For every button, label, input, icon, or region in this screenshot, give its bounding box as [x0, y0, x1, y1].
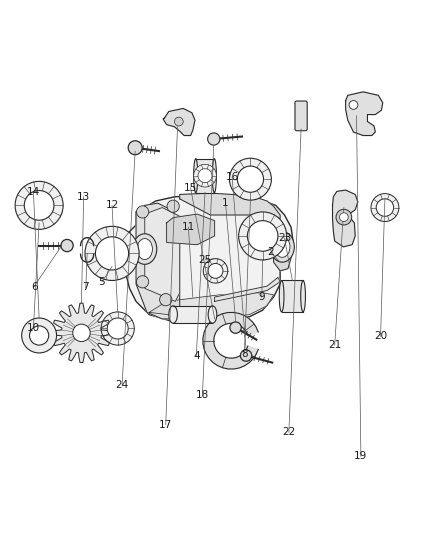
Polygon shape [166, 214, 215, 245]
Text: 6: 6 [32, 282, 38, 293]
Text: 11: 11 [182, 222, 195, 232]
Circle shape [198, 169, 212, 183]
Polygon shape [149, 293, 274, 320]
Polygon shape [163, 108, 195, 135]
Circle shape [29, 326, 49, 345]
Circle shape [194, 164, 216, 187]
Text: 10: 10 [27, 322, 40, 333]
Text: 19: 19 [354, 451, 367, 462]
Text: 15: 15 [184, 183, 197, 193]
Circle shape [73, 324, 90, 342]
Ellipse shape [169, 306, 177, 323]
Circle shape [159, 294, 172, 306]
Polygon shape [332, 190, 358, 247]
Text: 25: 25 [198, 255, 212, 265]
Polygon shape [215, 277, 280, 302]
Ellipse shape [133, 234, 157, 264]
Text: 22: 22 [282, 427, 296, 438]
Circle shape [208, 263, 223, 278]
Circle shape [247, 221, 278, 251]
Circle shape [137, 276, 149, 288]
Circle shape [230, 322, 241, 333]
Circle shape [349, 101, 358, 109]
Circle shape [208, 133, 220, 145]
Text: 23: 23 [278, 233, 291, 243]
Bar [173, 306, 212, 323]
Text: 14: 14 [27, 187, 40, 197]
Ellipse shape [194, 159, 198, 193]
Circle shape [101, 312, 134, 345]
Circle shape [174, 117, 183, 126]
Text: 7: 7 [82, 282, 89, 293]
Circle shape [230, 158, 272, 200]
Circle shape [167, 200, 179, 212]
Ellipse shape [279, 280, 284, 312]
Polygon shape [125, 197, 293, 321]
Circle shape [237, 166, 264, 192]
Circle shape [371, 193, 399, 222]
Circle shape [107, 318, 128, 339]
Text: 2: 2 [267, 247, 274, 257]
Text: 17: 17 [159, 419, 173, 430]
Polygon shape [346, 92, 383, 135]
Text: 12: 12 [106, 200, 119, 211]
Circle shape [336, 209, 352, 225]
Polygon shape [274, 215, 291, 271]
Polygon shape [145, 207, 180, 302]
Polygon shape [136, 203, 180, 319]
Circle shape [61, 239, 73, 252]
Text: 8: 8 [241, 349, 247, 359]
Circle shape [15, 181, 63, 229]
Polygon shape [180, 193, 280, 219]
Text: 20: 20 [374, 332, 387, 341]
Circle shape [24, 190, 54, 220]
Ellipse shape [212, 159, 216, 193]
Circle shape [95, 237, 129, 270]
Circle shape [339, 213, 348, 222]
Circle shape [240, 350, 252, 361]
Text: 13: 13 [77, 192, 90, 201]
Circle shape [128, 141, 142, 155]
Text: 16: 16 [226, 172, 239, 182]
Ellipse shape [301, 280, 305, 312]
Text: 18: 18 [196, 390, 209, 400]
Text: 21: 21 [328, 340, 341, 350]
Text: 5: 5 [99, 277, 105, 287]
Circle shape [239, 212, 287, 260]
Bar [282, 280, 303, 312]
Circle shape [21, 318, 57, 353]
Circle shape [85, 227, 139, 280]
Circle shape [203, 259, 228, 283]
Ellipse shape [208, 306, 217, 323]
Text: 24: 24 [116, 380, 129, 390]
Bar [196, 159, 214, 193]
Ellipse shape [270, 231, 294, 262]
Text: 4: 4 [193, 351, 200, 361]
Text: 1: 1 [222, 198, 229, 208]
Polygon shape [52, 303, 111, 362]
Text: 9: 9 [258, 292, 265, 302]
Ellipse shape [275, 236, 290, 257]
Circle shape [137, 206, 149, 218]
Circle shape [376, 199, 394, 216]
Polygon shape [203, 312, 258, 369]
FancyBboxPatch shape [295, 101, 307, 131]
Ellipse shape [137, 239, 152, 260]
